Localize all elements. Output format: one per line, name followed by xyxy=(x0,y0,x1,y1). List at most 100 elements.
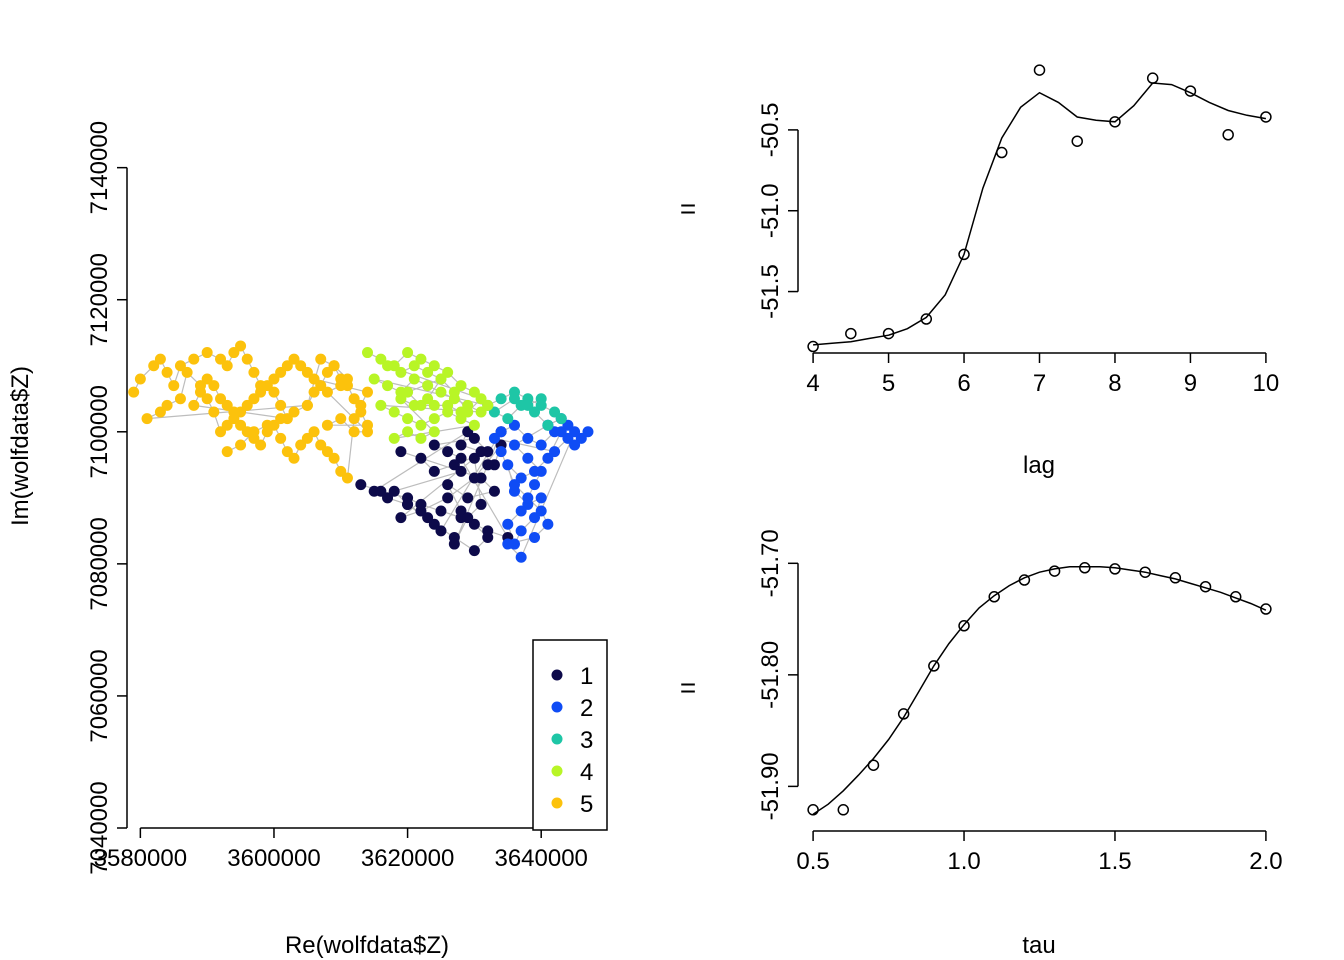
point-cluster-4 xyxy=(408,373,420,385)
point-cluster-5 xyxy=(215,393,227,405)
point-cluster-1 xyxy=(482,459,494,471)
x-tick-label: 5 xyxy=(882,370,895,397)
left-margin-label: = xyxy=(680,672,696,703)
point-cluster-2 xyxy=(502,459,514,471)
point-cluster-5 xyxy=(341,472,353,484)
point-cluster-5 xyxy=(161,399,173,411)
x-tick-label: 8 xyxy=(1108,370,1121,397)
point-cluster-5 xyxy=(315,439,327,451)
point-cluster-5 xyxy=(228,347,240,359)
point-cluster-5 xyxy=(255,386,267,398)
point-cluster-5 xyxy=(362,426,373,438)
point-cluster-4 xyxy=(368,373,380,385)
point-cluster-1 xyxy=(388,485,400,497)
point-cluster-5 xyxy=(335,413,347,425)
point-cluster-2 xyxy=(529,512,541,524)
point-cluster-5 xyxy=(235,439,247,451)
point-cluster-2 xyxy=(562,432,574,444)
point-cluster-2 xyxy=(535,492,547,504)
point-cluster-4 xyxy=(428,426,440,438)
point-cluster-5 xyxy=(295,439,307,451)
data-point xyxy=(882,327,895,340)
y-tick-label: -51.5 xyxy=(757,264,784,319)
point-cluster-1 xyxy=(368,485,380,497)
data-point xyxy=(807,340,819,353)
point-cluster-5 xyxy=(215,353,227,365)
point-cluster-2 xyxy=(515,525,527,537)
point-cluster-2 xyxy=(522,432,534,444)
point-cluster-5 xyxy=(181,366,193,378)
point-cluster-5 xyxy=(308,426,320,438)
data-point xyxy=(1018,574,1031,586)
point-cluster-5 xyxy=(275,432,287,444)
point-cluster-5 xyxy=(321,419,333,431)
point-cluster-2 xyxy=(495,446,507,458)
point-cluster-5 xyxy=(154,353,166,365)
point-cluster-4 xyxy=(475,406,487,418)
point-cluster-5 xyxy=(148,360,160,372)
point-cluster-2 xyxy=(488,432,500,444)
point-cluster-4 xyxy=(455,380,467,392)
point-cluster-5 xyxy=(188,399,200,411)
y-tick-label: 7120000 xyxy=(86,253,113,346)
x-tick-label: 3620000 xyxy=(361,845,454,872)
x-tick-label: 3640000 xyxy=(494,845,587,872)
point-cluster-4 xyxy=(388,406,400,418)
point-cluster-5 xyxy=(208,406,220,418)
point-cluster-5 xyxy=(315,380,327,392)
point-cluster-4 xyxy=(422,366,434,378)
x-tick-label: 10 xyxy=(1253,370,1280,397)
point-cluster-4 xyxy=(442,399,454,411)
point-cluster-5 xyxy=(335,465,347,477)
point-cluster-5 xyxy=(321,366,333,378)
point-cluster-5 xyxy=(355,406,367,418)
tau-axes: 0.5 1.0 1.5 2.0 -51.90 -51.80 -51.70 xyxy=(757,529,1283,875)
point-cluster-4 xyxy=(475,393,487,405)
x-tick-label: 2.0 xyxy=(1249,848,1282,875)
point-cluster-1 xyxy=(355,479,367,491)
data-point xyxy=(1146,72,1159,84)
point-cluster-1 xyxy=(488,485,500,497)
point-cluster-4 xyxy=(428,413,440,425)
point-cluster-5 xyxy=(235,340,247,352)
data-point xyxy=(958,248,970,261)
point-cluster-2 xyxy=(535,439,547,451)
point-cluster-4 xyxy=(468,419,480,431)
point-cluster-1 xyxy=(468,432,480,444)
data-point xyxy=(996,146,1008,159)
point-cluster-2 xyxy=(535,505,547,517)
point-cluster-1 xyxy=(482,531,494,543)
point-cluster-1 xyxy=(395,446,407,458)
x-tick-label: 7 xyxy=(1033,370,1046,397)
point-cluster-4 xyxy=(415,419,427,431)
point-cluster-2 xyxy=(508,419,520,431)
x-tick-label: 3600000 xyxy=(227,845,320,872)
point-cluster-4 xyxy=(375,353,387,365)
point-cluster-3 xyxy=(488,406,500,418)
data-point xyxy=(1048,565,1061,577)
point-cluster-3 xyxy=(508,393,520,405)
legend-label: 4 xyxy=(580,759,593,786)
point-cluster-2 xyxy=(515,505,527,517)
point-cluster-4 xyxy=(422,393,434,405)
x-tick-label: 1.5 xyxy=(1098,848,1131,875)
point-cluster-2 xyxy=(522,452,534,464)
smooth-curve xyxy=(813,82,1267,346)
point-cluster-5 xyxy=(215,426,227,438)
legend: 1 2 3 4 5 xyxy=(532,639,608,831)
point-cluster-5 xyxy=(275,366,287,378)
point-cluster-2 xyxy=(549,446,561,458)
point-cluster-2 xyxy=(569,426,581,438)
point-cluster-5 xyxy=(221,399,233,411)
point-cluster-3 xyxy=(529,406,541,418)
point-cluster-4 xyxy=(455,406,467,418)
x-tick-label: 3580000 xyxy=(94,845,187,872)
y-tick-label: 7080000 xyxy=(86,517,113,610)
point-cluster-5 xyxy=(308,386,320,398)
point-cluster-2 xyxy=(575,432,587,444)
point-cluster-1 xyxy=(428,518,440,530)
point-cluster-5 xyxy=(328,360,340,372)
point-cluster-1 xyxy=(475,498,487,510)
point-cluster-5 xyxy=(201,393,213,405)
